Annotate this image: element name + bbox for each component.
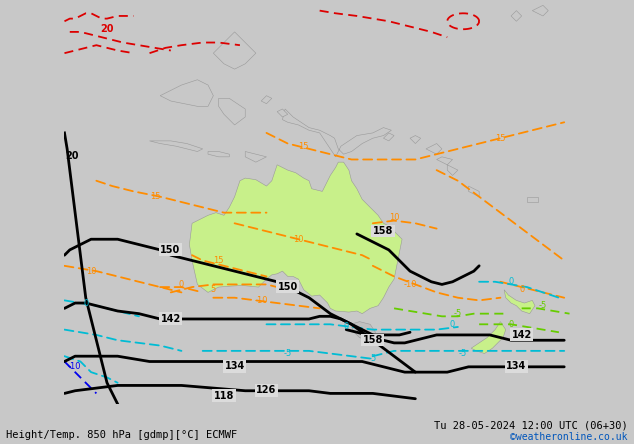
Text: 0: 0 [519, 285, 524, 294]
Polygon shape [213, 32, 256, 69]
Text: 126: 126 [256, 385, 276, 396]
Polygon shape [384, 133, 394, 141]
Text: Tu 28-05-2024 12:00 UTC (06+30): Tu 28-05-2024 12:00 UTC (06+30) [434, 420, 628, 431]
Polygon shape [527, 197, 538, 202]
Text: 142: 142 [512, 329, 532, 340]
Polygon shape [437, 157, 453, 165]
Text: 10: 10 [389, 214, 399, 222]
Text: 20: 20 [100, 24, 113, 34]
Text: 10: 10 [86, 267, 96, 276]
Text: -5: -5 [369, 354, 377, 363]
Polygon shape [426, 143, 442, 154]
Text: 15: 15 [495, 134, 506, 143]
Polygon shape [160, 80, 213, 106]
Text: -5: -5 [459, 349, 467, 358]
Text: -5: -5 [539, 301, 547, 310]
Text: -10: -10 [254, 296, 268, 305]
Polygon shape [150, 141, 203, 151]
Text: 15: 15 [214, 256, 224, 265]
Polygon shape [190, 162, 402, 313]
Polygon shape [277, 109, 288, 117]
Text: 134: 134 [224, 361, 245, 372]
Text: 158: 158 [363, 335, 383, 345]
Text: 0: 0 [344, 322, 349, 332]
Text: -5: -5 [454, 309, 462, 318]
Text: 0: 0 [179, 280, 184, 289]
Text: 10: 10 [293, 235, 304, 244]
Text: 150: 150 [278, 282, 298, 292]
Polygon shape [469, 186, 479, 197]
Polygon shape [533, 5, 548, 16]
Polygon shape [282, 109, 391, 157]
Polygon shape [245, 151, 266, 162]
Polygon shape [261, 96, 272, 103]
Polygon shape [447, 165, 458, 175]
Polygon shape [410, 135, 421, 143]
Text: ©weatheronline.co.uk: ©weatheronline.co.uk [510, 432, 628, 442]
Text: 0: 0 [83, 298, 88, 308]
Text: 158: 158 [373, 226, 393, 236]
Text: 20: 20 [65, 151, 79, 162]
Text: 15: 15 [150, 192, 160, 201]
Text: -10: -10 [403, 280, 417, 289]
Text: 0: 0 [508, 320, 514, 329]
Polygon shape [511, 11, 522, 21]
Text: 150: 150 [160, 245, 181, 254]
Text: 0: 0 [450, 320, 455, 329]
Text: 118: 118 [214, 391, 234, 401]
Text: 5: 5 [210, 285, 216, 294]
Polygon shape [219, 99, 245, 125]
Text: 134: 134 [506, 361, 526, 372]
Text: 15: 15 [299, 142, 309, 151]
Text: 142: 142 [160, 313, 181, 324]
Polygon shape [208, 151, 230, 157]
Text: Height/Temp. 850 hPa [gdmp][°C] ECMWF: Height/Temp. 850 hPa [gdmp][°C] ECMWF [6, 429, 238, 440]
Polygon shape [471, 321, 506, 353]
Text: 0: 0 [508, 277, 514, 286]
Text: -5: -5 [283, 349, 292, 358]
Polygon shape [504, 290, 535, 313]
Polygon shape [352, 321, 375, 340]
Text: -10: -10 [67, 362, 81, 371]
